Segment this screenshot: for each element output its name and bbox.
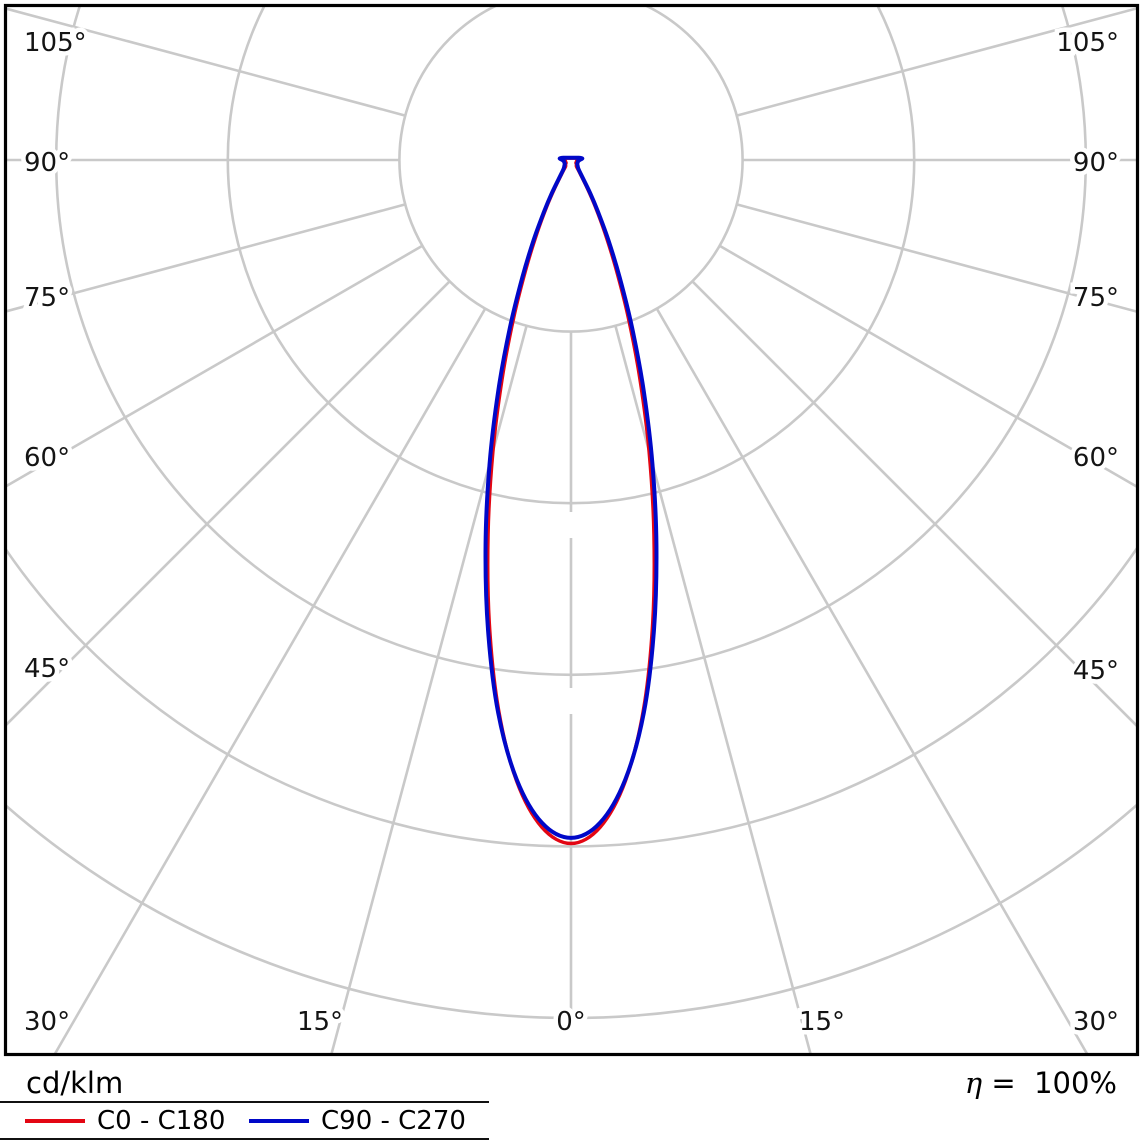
grid-ray (329, 325, 528, 1055)
angle-label: 45° (1073, 656, 1119, 686)
efficiency-symbol: η (964, 1066, 983, 1100)
angle-label: 90° (24, 148, 70, 178)
polar-chart: 0° 15° 15° 30° 30° 45° 45° 60° 60° 75° 75° 90° 90° 10… (3, 3, 1140, 1057)
grid-ring (398, 6, 744, 333)
angle-label: 105° (1056, 28, 1119, 58)
legend-item-c90: C90 - C270 (249, 1105, 466, 1137)
grid-ray (6, 280, 451, 727)
efficiency-label: η = 100% (965, 1066, 1117, 1100)
footer: cd/klm η = 100% C0 - C180 C90 - C270 (0, 1060, 1143, 1143)
grid-ray (52, 307, 487, 1055)
grid-ray (6, 7, 406, 117)
grid-ray (736, 6, 1137, 117)
legend-label-c0: C0 - C180 (97, 1106, 226, 1136)
legend-label-c90: C90 - C270 (321, 1106, 466, 1136)
angle-label: 45° (24, 654, 70, 684)
angle-label: 30° (24, 1007, 70, 1037)
grid-ray (614, 325, 813, 1055)
legend-swatch-c90 (249, 1118, 309, 1124)
legend: C0 - C180 C90 - C270 (0, 1105, 700, 1137)
angle-label: 0° (556, 1007, 586, 1037)
angle-label: 60° (1073, 443, 1119, 473)
legend-item-c0: C0 - C180 (25, 1105, 225, 1137)
legend-swatch-c0 (25, 1119, 85, 1123)
angle-label: 90° (1073, 148, 1119, 178)
legend-divider-bottom (0, 1138, 489, 1140)
grid-ray (736, 203, 1137, 314)
grid-ray (655, 307, 1090, 1055)
angle-label: 75° (1073, 283, 1119, 313)
chart-area (6, 6, 1137, 1055)
angle-label: 15° (297, 1007, 343, 1037)
angle-label: 105° (24, 28, 87, 58)
angle-label: 60° (24, 443, 70, 473)
angle-label: 15° (799, 1007, 845, 1037)
curve-c90-c270 (483, 155, 659, 840)
grid-ray (718, 244, 1137, 489)
grid-ray (6, 203, 406, 313)
efficiency-equals: = (991, 1066, 1016, 1100)
chart-border (3, 3, 1140, 1057)
legend-divider-top (0, 1101, 489, 1103)
unit-label: cd/klm (26, 1066, 124, 1100)
axis-gap (551, 512, 595, 538)
grid-ray (6, 244, 424, 488)
efficiency-value: 100% (1034, 1066, 1117, 1100)
angle-label: 30° (1073, 1007, 1119, 1037)
angle-label: 75° (24, 283, 70, 313)
axis-gap (551, 688, 595, 714)
grid-ray (691, 280, 1137, 728)
